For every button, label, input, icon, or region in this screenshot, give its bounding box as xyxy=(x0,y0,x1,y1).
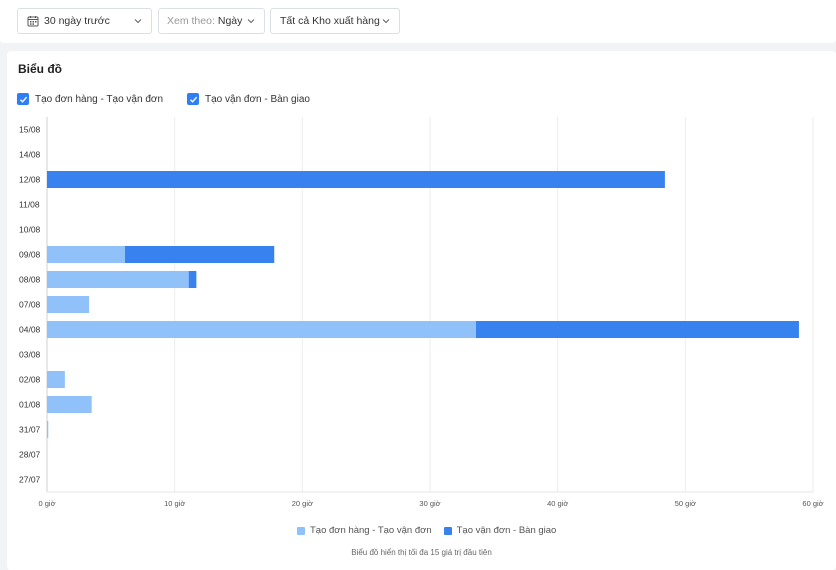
legend-item-series-2[interactable]: Tạo vận đơn - Bàn giao xyxy=(443,525,557,536)
bar-chart: 0 giờ 10 giờ 20 giờ 30 giờ 40 giờ 50 giờ 60 gi… xyxy=(19,117,824,508)
x-tick-label: 50 giờ xyxy=(675,499,696,508)
bar-series-1 xyxy=(47,371,65,388)
y-tick-label: 07/08 xyxy=(19,300,41,310)
calendar-icon xyxy=(27,16,39,27)
y-tick-label: 10/08 xyxy=(19,225,41,235)
view-by-value: Ngày xyxy=(217,15,243,27)
warehouse-value: Tất cả Kho xuất hàng xyxy=(280,15,380,27)
y-tick-label: 15/08 xyxy=(19,125,41,135)
bar-series-1 xyxy=(47,396,92,413)
legend-swatch xyxy=(443,526,452,535)
bar-series-2 xyxy=(124,246,275,263)
legend-item-series-1[interactable]: Tạo đơn hàng - Tạo vận đơn xyxy=(297,525,432,536)
x-tick-label: 60 giờ xyxy=(802,499,823,508)
bar-series-1 xyxy=(47,421,49,438)
date-range-select[interactable]: 30 ngày trước xyxy=(17,8,152,34)
y-tick-label: 27/07 xyxy=(19,475,41,485)
toggle-label: Tạo đơn hàng - Tạo vận đơn xyxy=(35,93,164,105)
y-tick-label: 31/07 xyxy=(19,425,41,435)
checkbox-checked-icon xyxy=(17,93,29,105)
x-tick-label: 10 giờ xyxy=(164,499,185,508)
toggle-label: Tạo vận đơn - Bàn giao xyxy=(205,93,310,105)
y-tick-label: 01/08 xyxy=(19,400,41,410)
series-toggle-handover[interactable]: Tạo vận đơn - Bàn giao xyxy=(187,93,310,105)
filter-bar: 30 ngày trước Xem theo: Ngày Tất cả Kho … xyxy=(0,0,836,43)
bar-series-2 xyxy=(47,171,665,188)
view-by-label: Xem theo: xyxy=(167,15,215,27)
y-tick-label: 04/08 xyxy=(19,325,41,335)
legend-swatch xyxy=(297,526,305,535)
x-tick-label: 30 giờ xyxy=(419,499,440,508)
x-tick-label: 40 giờ xyxy=(547,499,568,508)
y-tick-label: 28/07 xyxy=(19,450,41,460)
y-tick-label: 12/08 xyxy=(19,175,41,185)
bar-series-1 xyxy=(47,296,90,313)
bar-series-1 xyxy=(47,271,189,288)
bar-series-2 xyxy=(475,321,799,338)
chevron-down-icon xyxy=(134,19,142,24)
legend-label: Tạo vận đơn - Bàn giao xyxy=(456,525,557,536)
chart-card: Biểu đồ Tạo đơn hàng - Tạo vận đơn Tạo v… xyxy=(7,51,836,570)
bar-series-1 xyxy=(47,246,125,263)
warehouse-select[interactable]: Tất cả Kho xuất hàng xyxy=(270,8,400,34)
card-title: Biểu đồ xyxy=(18,62,62,76)
y-tick-label: 02/08 xyxy=(19,375,41,385)
checkbox-checked-icon xyxy=(187,93,199,105)
x-tick-label: 20 giờ xyxy=(292,499,313,508)
view-by-select[interactable]: Xem theo: Ngày xyxy=(158,8,265,34)
chart-note: Biểu đồ hiển thị tối đa 15 giá trị đầu t… xyxy=(351,548,492,557)
series-toggle-create-order[interactable]: Tạo đơn hàng - Tạo vận đơn xyxy=(17,93,163,105)
legend-label: Tạo đơn hàng - Tạo vận đơn xyxy=(310,525,432,536)
y-tick-label: 08/08 xyxy=(19,275,41,285)
y-tick-label: 14/08 xyxy=(19,150,41,160)
chart-legend: Tạo đơn hàng - Tạo vận đơn Tạo vận đơn -… xyxy=(297,525,568,536)
bar-series-2 xyxy=(188,271,197,288)
y-tick-label: 03/08 xyxy=(19,350,41,360)
date-range-value: 30 ngày trước xyxy=(44,15,110,27)
x-tick-label: 0 giờ xyxy=(38,499,55,508)
bar-series-1 xyxy=(47,321,476,338)
y-tick-label: 09/08 xyxy=(19,250,41,260)
y-tick-label: 11/08 xyxy=(19,200,40,210)
chevron-down-icon xyxy=(247,19,255,24)
chevron-down-icon xyxy=(382,19,390,24)
